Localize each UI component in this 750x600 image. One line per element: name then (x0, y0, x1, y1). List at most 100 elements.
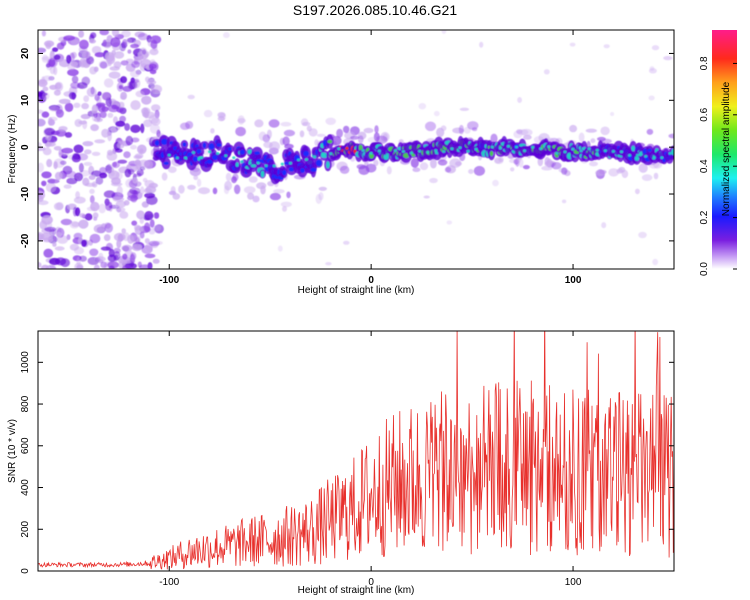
noise-grain (38, 47, 47, 53)
noise-grain (590, 138, 596, 144)
noise-grain (90, 201, 100, 212)
noise-grain (263, 141, 273, 149)
snr-y-ticks: 0 200 400 600 800 1000 (20, 351, 674, 574)
ridge-blob (216, 143, 222, 147)
noise-grain (58, 126, 68, 132)
noise-grain (94, 139, 106, 144)
noise-grain (120, 60, 129, 66)
y-tick-label: 0 (20, 568, 31, 574)
ridge-core (531, 145, 535, 149)
noise-grain (70, 61, 79, 67)
noise-grain (93, 224, 106, 234)
noise-grain (139, 231, 145, 239)
noise-grain (131, 137, 140, 143)
noise-grain (130, 144, 137, 150)
noise-grain (121, 228, 126, 234)
ridge-blob (163, 161, 169, 165)
noise-grain (140, 186, 145, 195)
noise-grain (459, 107, 470, 112)
noise-grain (412, 167, 421, 172)
noise-grain (66, 54, 72, 64)
noise-grain (122, 264, 132, 269)
ridge-core (216, 152, 220, 155)
noise-grain (115, 200, 127, 208)
noise-grain (54, 246, 65, 251)
noise-grain (76, 257, 81, 267)
noise-grain (73, 144, 84, 154)
noise-grain (136, 210, 145, 220)
noise-grain (358, 135, 364, 144)
ridge-core (498, 146, 502, 150)
noise-grain (97, 91, 102, 96)
noise-grain (373, 159, 379, 167)
noise-grain (102, 39, 107, 47)
noise-grain (69, 221, 80, 229)
ridge-blob (282, 169, 287, 176)
ridge-core (595, 148, 599, 152)
noise-grain (90, 32, 97, 39)
noise-grain (151, 104, 161, 112)
ridge-blob (240, 149, 245, 155)
noise-grain (101, 106, 109, 112)
ridge-blob (202, 142, 207, 149)
y-tick-label: 200 (20, 520, 31, 537)
noise-grain (198, 187, 210, 195)
noise-grain (94, 93, 100, 102)
noise-grain (374, 125, 379, 134)
noise-grain (111, 104, 118, 110)
noise-grain (458, 124, 464, 135)
noise-grain (112, 196, 125, 202)
noise-grain (111, 161, 121, 169)
noise-grain (350, 135, 360, 140)
noise-grain (38, 109, 44, 114)
noise-grain (254, 119, 264, 128)
snr-x-ticks: -100 0 100 (159, 331, 582, 588)
ridge-core (232, 156, 236, 160)
noise-grain (585, 128, 597, 133)
noise-grain (64, 132, 73, 138)
noise-grain (122, 253, 128, 260)
noise-grain (139, 264, 151, 269)
noise-grain (518, 158, 524, 168)
noise-grain (425, 121, 436, 132)
ridge-blob (192, 156, 198, 162)
noise-grain (223, 185, 230, 195)
ridge-core (482, 150, 486, 153)
noise-grain (67, 68, 79, 77)
noise-grain (621, 169, 629, 179)
ridge-core (603, 149, 608, 153)
noise-grain (91, 170, 102, 177)
noise-grain (104, 223, 114, 233)
noise-grain (42, 86, 49, 92)
ridge-blob (182, 142, 187, 147)
noise-grain (522, 165, 530, 170)
noise-grain (38, 233, 43, 242)
ridge-core (369, 151, 373, 155)
noise-grain (318, 186, 327, 191)
noise-grain (71, 75, 79, 84)
colorbar-tick-label: 0.6 (699, 107, 710, 121)
noise-grain (418, 103, 427, 110)
noise-grain (93, 264, 100, 269)
ridge-core (337, 147, 341, 151)
noise-grain (437, 159, 448, 166)
noise-grain (68, 92, 77, 100)
ridge-blob (671, 149, 674, 156)
noise-grain (115, 120, 126, 127)
ridge-blob (647, 148, 652, 152)
noise-grain (78, 30, 85, 38)
noise-grain (299, 130, 305, 138)
noise-grain (235, 126, 247, 137)
ridge-core (304, 158, 309, 161)
noise-grain (638, 231, 647, 239)
ridge-blob (326, 161, 330, 169)
noise-grain (46, 158, 53, 168)
noise-grain (343, 125, 350, 134)
noise-grain (419, 162, 429, 171)
noise-grain (38, 262, 42, 268)
noise-grain (64, 170, 76, 178)
noise-grain (73, 196, 86, 204)
noise-grain (81, 239, 88, 247)
ridge-core (248, 161, 252, 165)
x-tick-label: -100 (159, 275, 179, 286)
